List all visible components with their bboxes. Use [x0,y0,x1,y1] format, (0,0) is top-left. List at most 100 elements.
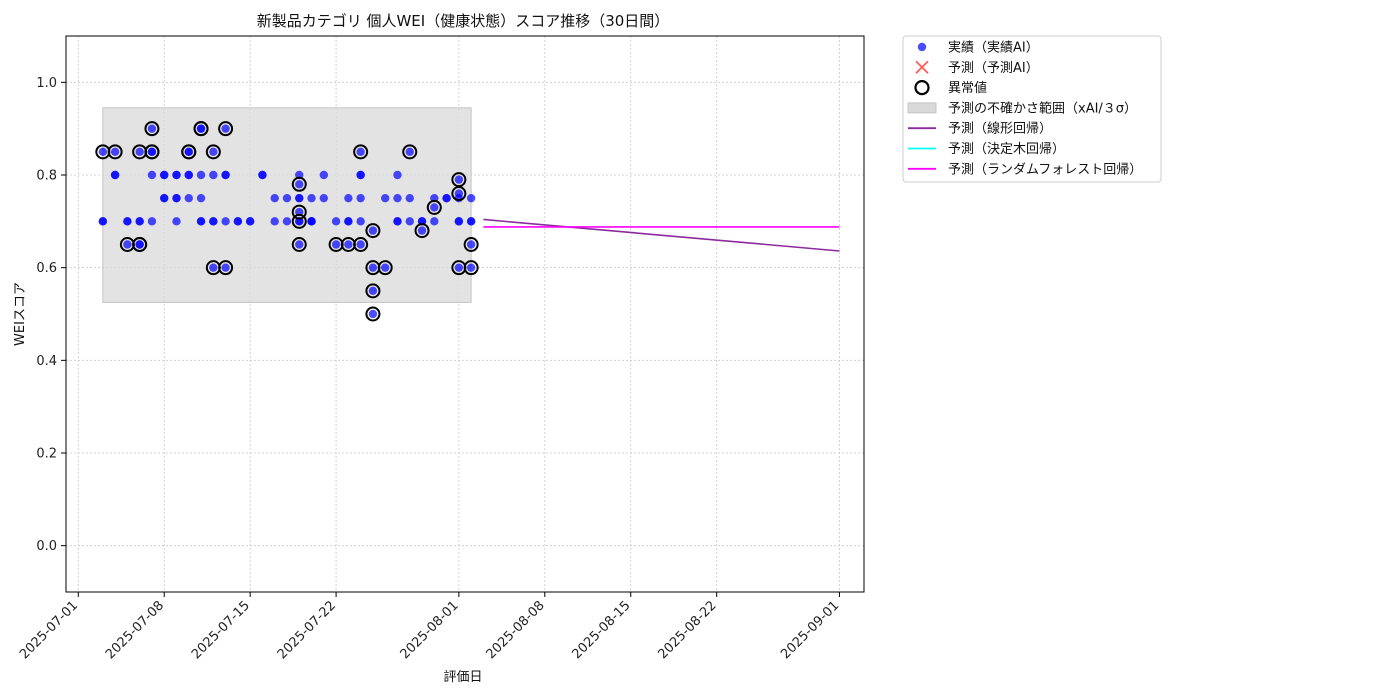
legend-swatch-uncertainty [907,102,937,114]
actual-point [147,124,157,133]
anomaly-marker [451,186,467,202]
chart-title: 新製品カテゴリ 個人WEI（健康状態）スコア推移（30日間） [257,12,670,30]
legend-swatch-actual [917,42,927,52]
actual-point [160,193,169,203]
legend-label-linear: 予測（線形回帰） [948,121,1052,137]
actual-point [270,217,279,226]
y-axis-ticks: 0.0 0.2 0.4 0.6 0.8 1.0 [36,76,66,554]
actual-point [454,189,464,198]
actual-point [405,147,414,157]
anomaly-marker [218,260,234,276]
actual-point [356,170,365,180]
actual-point [307,193,316,203]
actual-point [209,263,218,272]
actual-point [368,286,378,296]
actual-point [147,170,157,180]
actual-point [368,309,378,319]
actual-point [184,193,193,203]
actual-point [184,170,193,180]
actual-point [393,217,402,226]
actual-point [356,193,365,203]
x-axis-ticks: 2025-07-01 2025-07-08 2025-07-15 2025-07-22… [17,592,842,662]
legend-label-anomaly: 異常値 [948,80,987,96]
actual-point [454,263,464,272]
actual-point [344,240,353,249]
actual-point [344,193,353,203]
actual-point [454,217,464,226]
actual-point [319,193,329,203]
anomaly-marker [144,121,160,137]
actual-point [98,217,108,226]
anomaly-marker [144,144,160,160]
y-tick-label: 0.4 [36,354,57,369]
actual-point [184,147,193,157]
x-tick-label: 2025-07-08 [103,598,167,662]
actual-point [196,217,206,226]
actual-point [282,217,292,226]
actual-point [417,226,427,235]
anomaly-marker [291,176,307,192]
actual-point [147,217,157,226]
actual-point [221,170,230,180]
uncertainty-band [102,107,472,303]
anomaly-marker [426,199,442,215]
anomaly-marker [353,237,369,252]
y-tick-label: 0.6 [36,261,57,276]
x-tick-label: 2025-08-15 [570,598,634,662]
actual-point [295,240,304,249]
actual-point [196,170,206,180]
actual-point [233,217,243,226]
anomaly-marker [353,144,369,160]
actual-point [466,193,476,203]
x-axis-label: 評価日 [443,670,482,685]
x-tick-label: 2025-08-22 [655,598,719,662]
actual-point [405,217,414,226]
x-tick-label: 2025-07-22 [275,598,339,662]
legend-swatch-anomaly [914,79,930,96]
x-tick-label: 2025-07-15 [189,598,253,662]
actual-point [172,170,181,180]
legend-label-prediction_ai: 予測（予測AI） [948,61,1039,76]
anomaly-marker [181,144,197,160]
actual-point [393,193,402,203]
x-tick-label: 2025-09-01 [778,598,842,662]
actual-point [172,217,181,226]
anomaly-marker [414,223,430,239]
legend-label-actual: 実績（実績AI） [948,40,1039,56]
legend-swatch-prediction-ai [915,60,929,74]
actual-point [307,217,316,226]
anomaly-marker [463,260,479,276]
actual-point [319,170,329,180]
legend-label-uncertainty: 予測の不確かさ範囲（xAI/３σ） [948,100,1137,116]
actual-point [135,240,144,249]
actual-point [172,193,181,203]
linear-regression-line [483,218,840,252]
regression-lines [483,218,840,252]
y-tick-label: 1.0 [36,76,57,91]
actual-point [147,147,157,157]
actual-point [466,240,476,249]
y-tick-label: 0.2 [36,447,57,462]
actual-point [221,263,230,272]
plot-frame [65,35,865,593]
actual-point [196,193,206,203]
actual-point [209,147,218,157]
anomaly-marker [365,306,381,322]
actual-point [442,193,451,203]
anomaly-marker [291,237,307,252]
actual-point [331,240,341,249]
y-tick-label: 0.0 [36,539,57,554]
actual-point [110,170,120,180]
legend-label-tree: 予測（決定木回帰） [948,141,1065,157]
legend-frame [902,35,1162,183]
anomaly-marker [291,213,307,229]
actual-point [221,124,230,133]
actual-point [381,193,390,203]
legend-label-forest: 予測（ランダムフォレスト回帰） [948,161,1142,177]
actual-point [356,147,365,157]
actual-point [221,217,230,226]
actual-point [466,217,476,226]
anomaly-marker [365,223,381,239]
y-axis-label: WEIスコア [13,282,28,346]
